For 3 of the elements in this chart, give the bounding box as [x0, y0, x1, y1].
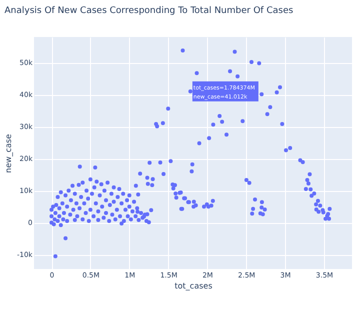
- chart-title: Analysis Of New Cases Corresponding To Total Number Of Cases: [4, 6, 294, 16]
- y-axis-title: new_case: [4, 134, 14, 173]
- x-axis-title: tot_cases: [174, 282, 212, 290]
